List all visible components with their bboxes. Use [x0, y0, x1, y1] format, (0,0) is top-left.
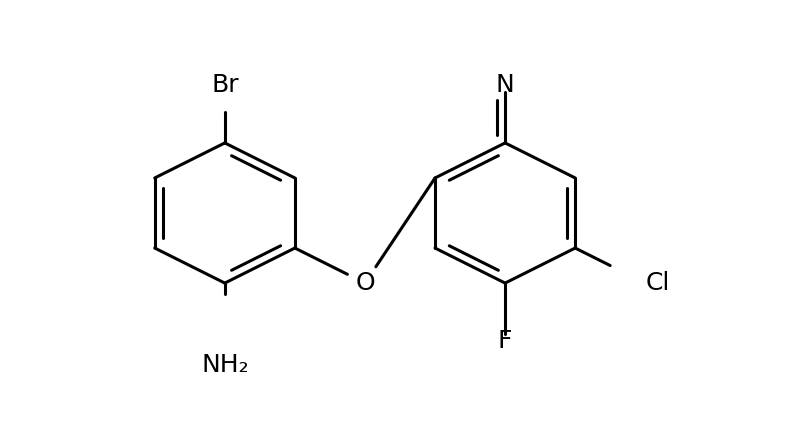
Text: O: O: [355, 271, 374, 295]
Text: Cl: Cl: [646, 271, 670, 295]
Text: N: N: [496, 73, 514, 97]
Text: F: F: [498, 329, 512, 353]
Text: Br: Br: [211, 73, 238, 97]
Text: NH₂: NH₂: [201, 353, 249, 377]
